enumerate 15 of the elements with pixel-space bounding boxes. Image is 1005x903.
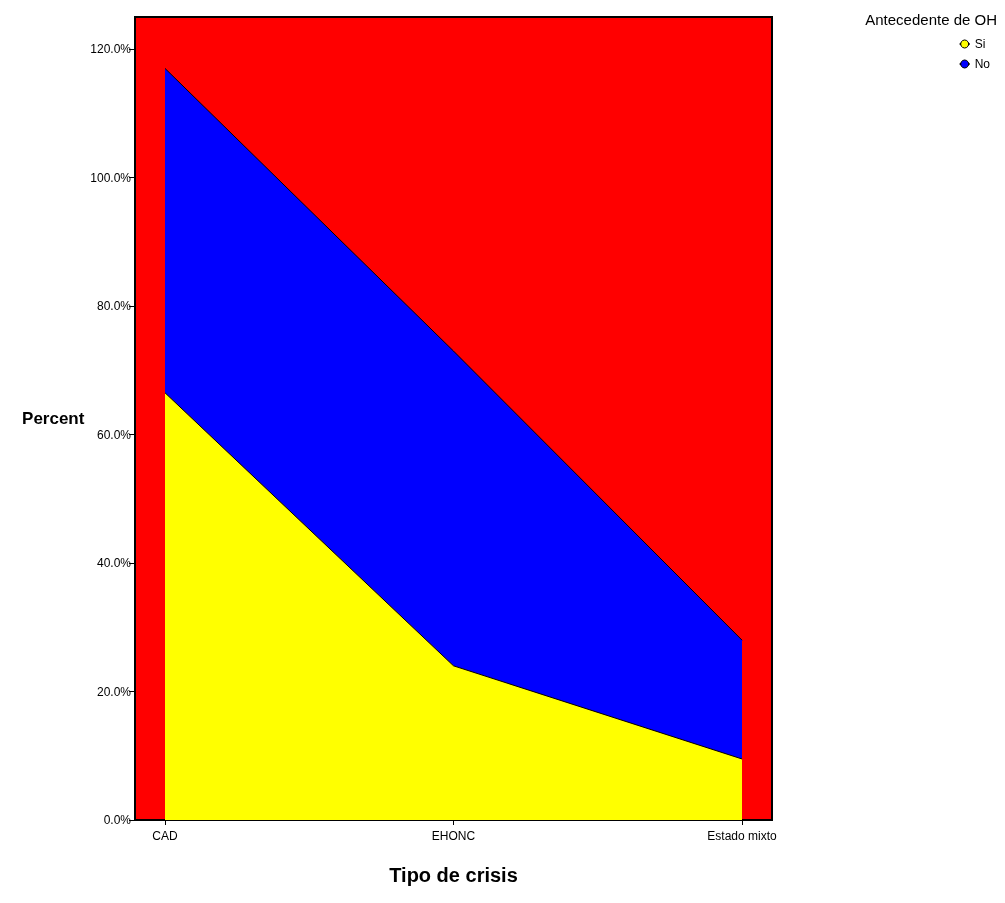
y-tick-label: 100.0% (90, 170, 132, 185)
y-axis-title: Percent (22, 409, 85, 428)
legend-label: No (974, 57, 991, 71)
legend-label: Si (974, 37, 986, 51)
y-tick-label: 20.0% (96, 684, 132, 699)
x-tick-label: Estado mixto (707, 829, 777, 843)
y-tick-label: 120.0% (90, 42, 132, 57)
y-tick-label: 40.0% (96, 556, 132, 571)
x-axis-title: Tipo de crisis (389, 864, 518, 886)
y-tick-label: 0.0% (103, 813, 132, 827)
legend-title: Antecedente de OH (865, 11, 998, 28)
y-tick-label: 60.0% (96, 427, 132, 442)
x-tick-label: CAD (152, 829, 178, 843)
x-tick-label: EHONC (431, 829, 476, 843)
y-tick-label: 80.0% (96, 299, 132, 314)
